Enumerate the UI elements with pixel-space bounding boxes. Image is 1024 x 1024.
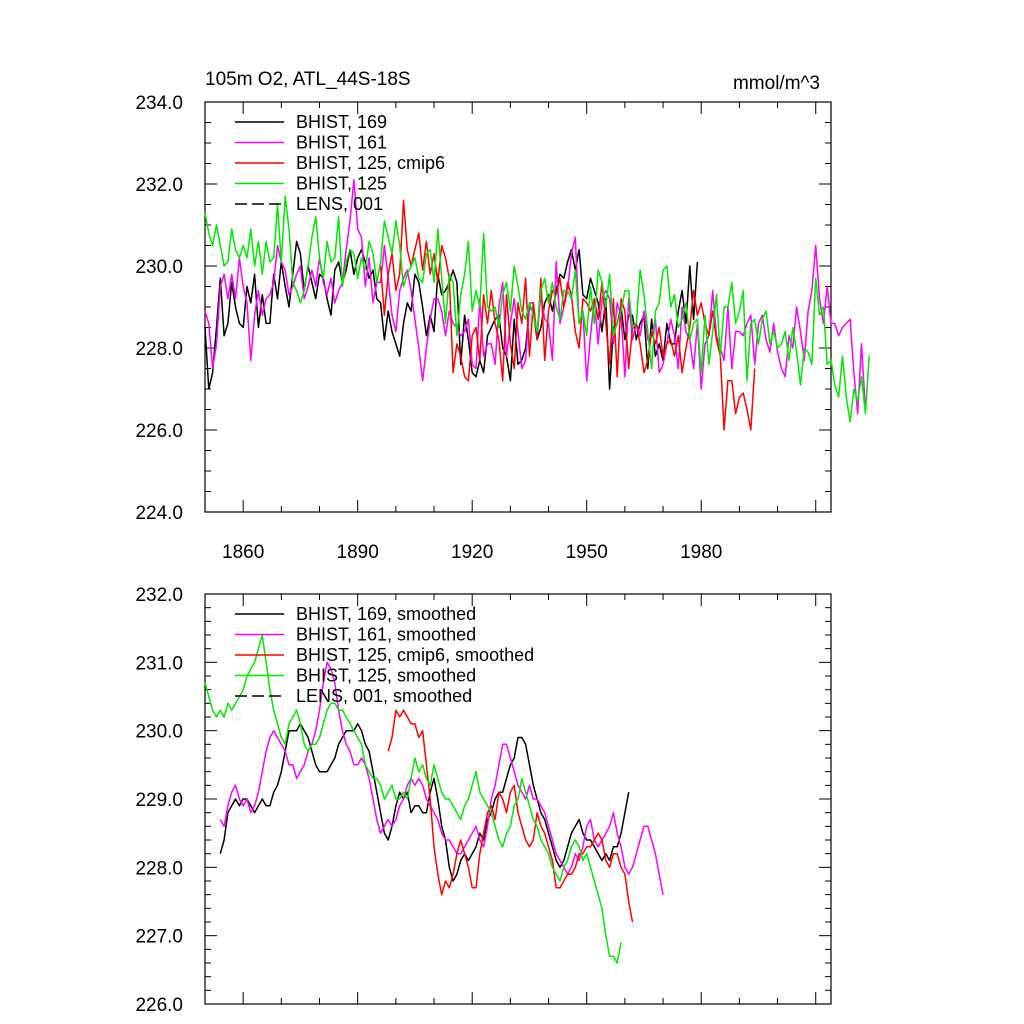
top-ticks: 224.0 226.0 228.0 230.0 232.0 234.0 1860 1890 19… [135,93,831,563]
legend-label: BHIST, 161 [296,133,387,153]
series-line [379,199,756,431]
x-tick-label: 1860 [222,542,264,563]
y-tick-label: 232.0 [135,585,183,606]
y-tick-label: 226.0 [135,995,183,1016]
series-line [204,179,867,415]
x-tick-label: 1980 [680,542,722,563]
y-tick-label: 229.0 [135,790,183,811]
x-tick-label: 1890 [337,542,379,563]
top-series [204,179,870,431]
top-panel: 105m O2, ATL_44S-18S mmol/m^3 224.0 226.0… [135,69,870,563]
x-tick-label: 1950 [566,542,608,563]
legend-label: BHIST, 125, cmip6, smoothed [296,645,534,665]
y-tick-label: 228.0 [135,339,183,360]
y-tick-label: 228.0 [135,858,183,879]
series-line [219,723,630,882]
y-tick-label: 231.0 [135,653,183,674]
series-line [219,661,664,895]
legend-label: BHIST, 125 [296,174,387,194]
legend-label: BHIST, 169, smoothed [296,604,476,624]
y-tick-label: 227.0 [135,927,183,948]
y-tick-label: 230.0 [135,722,183,743]
legend-label: BHIST, 161, smoothed [296,625,476,645]
legend-label: BHIST, 125, cmip6 [296,153,445,173]
y-tick-label: 226.0 [135,421,183,442]
legend-label: LENS, 001, smoothed [296,686,472,706]
legend-label: BHIST, 125, smoothed [296,666,476,686]
series-line [204,634,622,964]
top-panel-title: 105m O2, ATL_44S-18S [205,69,411,90]
units-label: mmol/m^3 [733,73,820,94]
bottom-panel: 226.0 227.0 228.0 229.0 230.0 231.0 232.0 BHIS… [135,585,832,1016]
y-tick-label: 232.0 [135,175,183,196]
y-tick-label: 230.0 [135,257,183,278]
legend-label: BHIST, 169 [296,112,387,132]
legend-label: LENS, 001 [296,194,383,214]
x-tick-label: 1920 [451,542,493,563]
y-tick-label: 234.0 [135,93,183,114]
series-line [204,195,870,423]
bottom-ticks: 226.0 227.0 228.0 229.0 230.0 231.0 232.0 [135,585,831,1016]
series-line [387,709,634,923]
y-tick-label: 224.0 [135,503,183,524]
bottom-series [204,634,664,964]
